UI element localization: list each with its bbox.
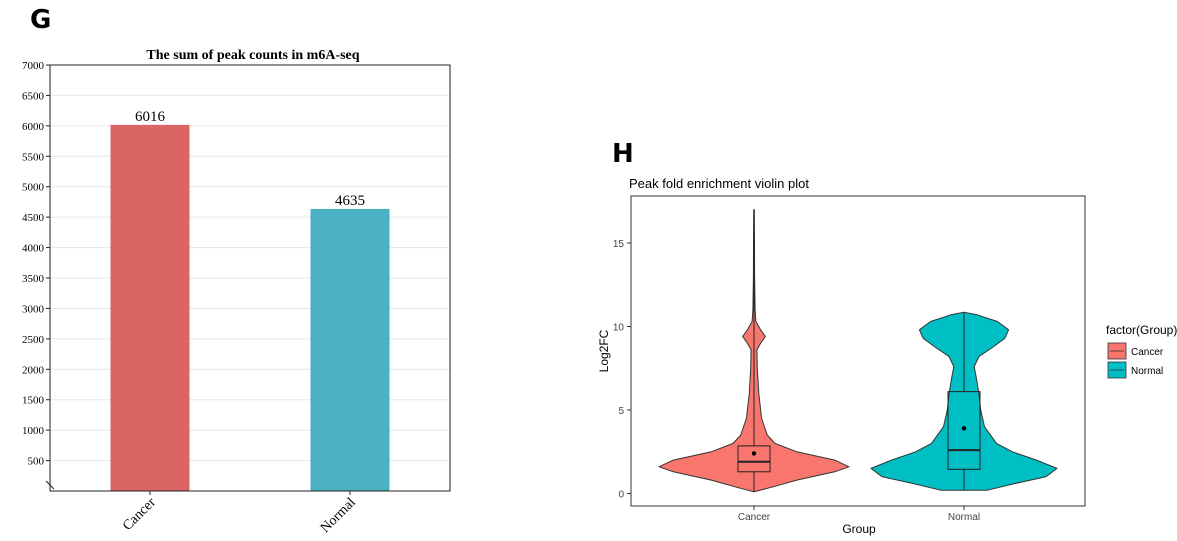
data-label: 6016 (135, 109, 166, 125)
bar-chart-gridlines (50, 64, 450, 462)
legend-label: Cancer (1131, 347, 1164, 358)
y-tick-label: 4000 (22, 243, 45, 255)
violin-chart-y-axis-label: Log2FC (597, 329, 611, 372)
violin-chart-title: Peak fold enrichment violin plot (629, 176, 809, 191)
violin-chart-boxplots (737, 209, 981, 492)
bar-cancer (110, 124, 190, 492)
y-tick-label: 5 (618, 406, 624, 417)
mean-point (961, 426, 967, 431)
y-tick-label: 2500 (22, 334, 45, 346)
y-tick-label: 1000 (22, 425, 45, 437)
legend-title: factor(Group) (1106, 323, 1177, 337)
y-tick-label: 500 (28, 456, 45, 468)
bar-chart-data-labels: 6016 4635 (135, 109, 365, 209)
box-cancer (737, 445, 771, 473)
bar-normal (310, 208, 390, 492)
y-tick-label: 3000 (22, 303, 45, 315)
violin-chart-x-axis-label: Group (842, 522, 876, 536)
bar-chart: The sum of peak counts in m6A-seq 6016 46… (22, 48, 451, 536)
violin-chart-frame (630, 195, 1086, 507)
violin-chart-y-axis: 0 5 10 15 (613, 239, 631, 501)
y-tick-label: 7000 (22, 60, 45, 72)
y-tick-label: 10 (613, 323, 625, 334)
y-tick-label: 4500 (22, 212, 45, 224)
x-tick-label: Normal (318, 495, 359, 536)
y-tick-label: 6000 (22, 121, 45, 133)
violin-normal (870, 311, 1058, 491)
y-tick-label: 3500 (22, 273, 45, 285)
x-tick-label: Cancer (120, 495, 159, 534)
mean-point (751, 451, 757, 456)
bar-chart-title: The sum of peak counts in m6A-seq (146, 48, 359, 63)
violin-chart-x-axis: Cancer Normal (738, 506, 980, 523)
bar-chart-frame (49, 64, 451, 492)
legend-label: Normal (1131, 366, 1163, 377)
panel-letter-g: G (30, 5, 51, 35)
y-tick-label: 15 (613, 239, 625, 250)
x-tick-label: Cancer (738, 512, 771, 523)
y-tick-label: 5000 (22, 182, 45, 194)
y-tick-label: 0 (618, 490, 624, 501)
bar-chart-bars (110, 124, 390, 492)
panel-letter-h: H (612, 139, 634, 169)
bar-chart-y-axis: 500 1000 1500 2000 2500 3000 3500 4000 4500 5000 5… (22, 60, 55, 490)
y-tick-label: 6500 (22, 90, 45, 102)
bar-chart-x-axis: Cancer Normal (120, 491, 359, 536)
violin-chart-legend: factor(Group) Cancer Normal (1106, 323, 1177, 379)
violin-chart-violins (658, 209, 1058, 493)
violin-chart: Peak fold enrichment violin plot 051015 … (597, 176, 1177, 536)
x-tick-label: Normal (948, 512, 980, 523)
y-tick-label: 2000 (22, 364, 45, 376)
y-tick-label: 5500 (22, 151, 45, 163)
y-tick-label: 1500 (22, 395, 45, 407)
box-normal (947, 391, 981, 470)
data-label: 4635 (335, 193, 365, 209)
